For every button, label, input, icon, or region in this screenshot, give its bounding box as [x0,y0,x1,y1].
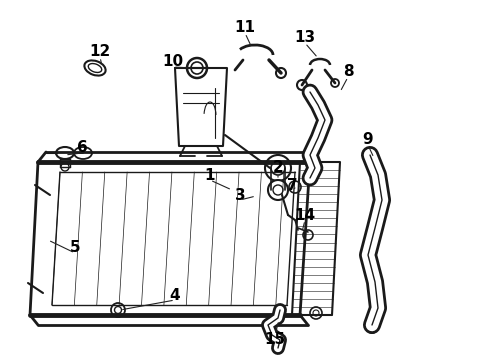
Circle shape [366,321,378,333]
Text: 15: 15 [265,333,286,347]
Text: 6: 6 [76,140,87,156]
Text: 13: 13 [294,31,316,45]
Text: 10: 10 [163,54,184,69]
Text: 14: 14 [294,207,316,222]
Text: 2: 2 [272,161,283,175]
Text: 1: 1 [205,167,215,183]
Ellipse shape [74,147,92,159]
Circle shape [268,180,288,200]
Text: 4: 4 [170,288,180,302]
Circle shape [310,307,322,319]
Text: 12: 12 [89,45,111,59]
Circle shape [61,163,69,171]
Circle shape [331,79,339,87]
Circle shape [297,80,307,90]
Circle shape [303,230,313,240]
Text: 11: 11 [235,21,255,36]
Circle shape [289,181,301,193]
Circle shape [265,155,291,181]
Text: 7: 7 [287,177,297,193]
Circle shape [187,58,207,78]
Text: 8: 8 [343,64,353,80]
Circle shape [111,303,125,317]
Ellipse shape [88,64,102,72]
Ellipse shape [56,147,74,159]
Text: 3: 3 [235,188,245,202]
Ellipse shape [84,60,106,76]
Text: 9: 9 [363,132,373,148]
Text: 5: 5 [70,240,80,256]
Circle shape [276,68,286,78]
